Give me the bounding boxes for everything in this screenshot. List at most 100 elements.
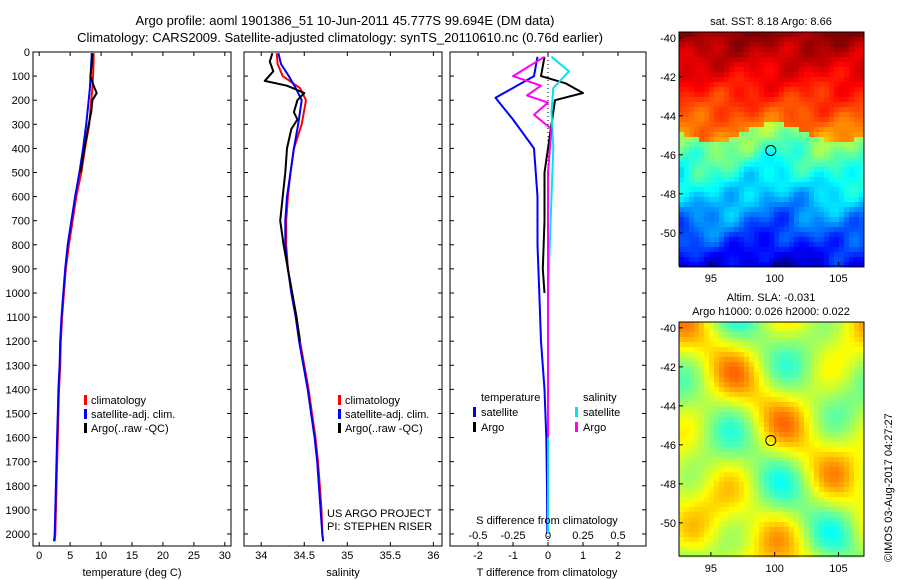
sla-cell bbox=[799, 357, 805, 363]
sst-cell bbox=[719, 227, 725, 233]
sla-cell bbox=[709, 477, 715, 483]
sla-cell bbox=[764, 492, 770, 498]
legend-label-argo: Argo(..raw -QC) bbox=[91, 423, 169, 435]
sla-cell bbox=[699, 492, 705, 498]
sst-cell bbox=[689, 167, 695, 173]
sla-cell bbox=[794, 432, 800, 438]
diff-xtick-top-label: 0.5 bbox=[610, 530, 625, 542]
sla-cell bbox=[709, 482, 715, 488]
sla-cell bbox=[714, 452, 720, 458]
sla-cell bbox=[859, 322, 865, 328]
sla-cell bbox=[779, 377, 785, 383]
sla-cell bbox=[829, 512, 835, 518]
sst-cell bbox=[769, 207, 775, 213]
sla-cell bbox=[694, 442, 700, 448]
sla-cell bbox=[759, 497, 765, 503]
sst-cell bbox=[734, 97, 740, 103]
diff-xtick-label: -1 bbox=[508, 550, 518, 562]
sst-cell bbox=[824, 42, 830, 48]
sst-cell bbox=[849, 182, 855, 188]
sla-cell bbox=[784, 327, 790, 333]
sst-cell bbox=[854, 162, 860, 168]
sla-cell bbox=[759, 462, 765, 468]
sla-cell bbox=[784, 502, 790, 508]
sst-cell bbox=[844, 77, 850, 83]
sla-cell bbox=[814, 332, 820, 338]
sla-cell bbox=[719, 442, 725, 448]
sst-cell bbox=[709, 67, 715, 73]
sla-cell bbox=[704, 397, 710, 403]
sst-cell bbox=[829, 92, 835, 98]
sla-cell bbox=[689, 367, 695, 373]
sla-cell bbox=[749, 537, 755, 543]
sla-cell bbox=[749, 522, 755, 528]
sla-cell bbox=[709, 512, 715, 518]
sst-cell bbox=[714, 82, 720, 88]
sla-cell bbox=[694, 462, 700, 468]
sst-cell bbox=[694, 72, 700, 78]
sst-cell bbox=[809, 67, 815, 73]
sst-cell bbox=[794, 217, 800, 223]
sst-cell bbox=[774, 32, 780, 38]
sla-cell bbox=[804, 452, 810, 458]
sst-cell bbox=[719, 117, 725, 123]
sla-cell bbox=[784, 517, 790, 523]
sla-cell bbox=[694, 527, 700, 533]
sst-cell bbox=[684, 177, 690, 183]
sla-cell bbox=[779, 552, 785, 558]
sst-cell bbox=[794, 112, 800, 118]
sst-cell bbox=[799, 127, 805, 133]
sst-cell bbox=[729, 142, 735, 148]
sla-cell bbox=[814, 492, 820, 498]
sst-cell bbox=[809, 32, 815, 38]
sla-cell bbox=[794, 472, 800, 478]
sst-cell bbox=[839, 117, 845, 123]
sst-cell bbox=[829, 177, 835, 183]
sla-cell bbox=[814, 472, 820, 478]
sla-cell bbox=[839, 397, 845, 403]
sst-cell bbox=[809, 192, 815, 198]
sla-cell bbox=[774, 462, 780, 468]
sla-cell bbox=[839, 457, 845, 463]
sst-cell bbox=[799, 262, 805, 268]
sst-cell bbox=[809, 172, 815, 178]
sst-cell bbox=[774, 192, 780, 198]
sst-cell bbox=[819, 67, 825, 73]
sla-cell bbox=[809, 322, 815, 328]
sla-cell bbox=[804, 417, 810, 423]
sst-cell bbox=[759, 92, 765, 98]
sla-cell bbox=[859, 412, 865, 418]
legend-label-satellite: satellite-adj. clim. bbox=[91, 409, 175, 421]
sla-cell bbox=[769, 397, 775, 403]
sst-cell bbox=[839, 142, 845, 148]
sla-cell bbox=[729, 437, 735, 443]
sla-cell bbox=[789, 507, 795, 513]
sla-cell bbox=[719, 327, 725, 333]
sst-cell bbox=[724, 102, 730, 108]
sst-cell bbox=[714, 72, 720, 78]
sla-cell bbox=[699, 472, 705, 478]
sst-cell bbox=[834, 132, 840, 138]
sst-cell bbox=[819, 257, 825, 263]
sst-cell bbox=[839, 217, 845, 223]
sla-cell bbox=[719, 497, 725, 503]
sst-cell bbox=[699, 72, 705, 78]
sst-cell bbox=[819, 142, 825, 148]
sla-cell bbox=[724, 542, 730, 548]
sst-cell bbox=[784, 247, 790, 253]
sla-cell bbox=[694, 522, 700, 528]
sst-cell bbox=[804, 132, 810, 138]
sla-cell bbox=[844, 477, 850, 483]
sla-cell bbox=[794, 387, 800, 393]
sst-cell bbox=[699, 127, 705, 133]
sst-cell bbox=[744, 72, 750, 78]
sla-cell bbox=[849, 382, 855, 388]
sla-cell bbox=[849, 397, 855, 403]
sla-cell bbox=[784, 532, 790, 538]
sla-cell bbox=[849, 512, 855, 518]
sla-cell bbox=[814, 522, 820, 528]
sla-cell bbox=[849, 457, 855, 463]
sla-cell bbox=[849, 432, 855, 438]
sla-cell bbox=[794, 327, 800, 333]
sst-cell bbox=[724, 92, 730, 98]
